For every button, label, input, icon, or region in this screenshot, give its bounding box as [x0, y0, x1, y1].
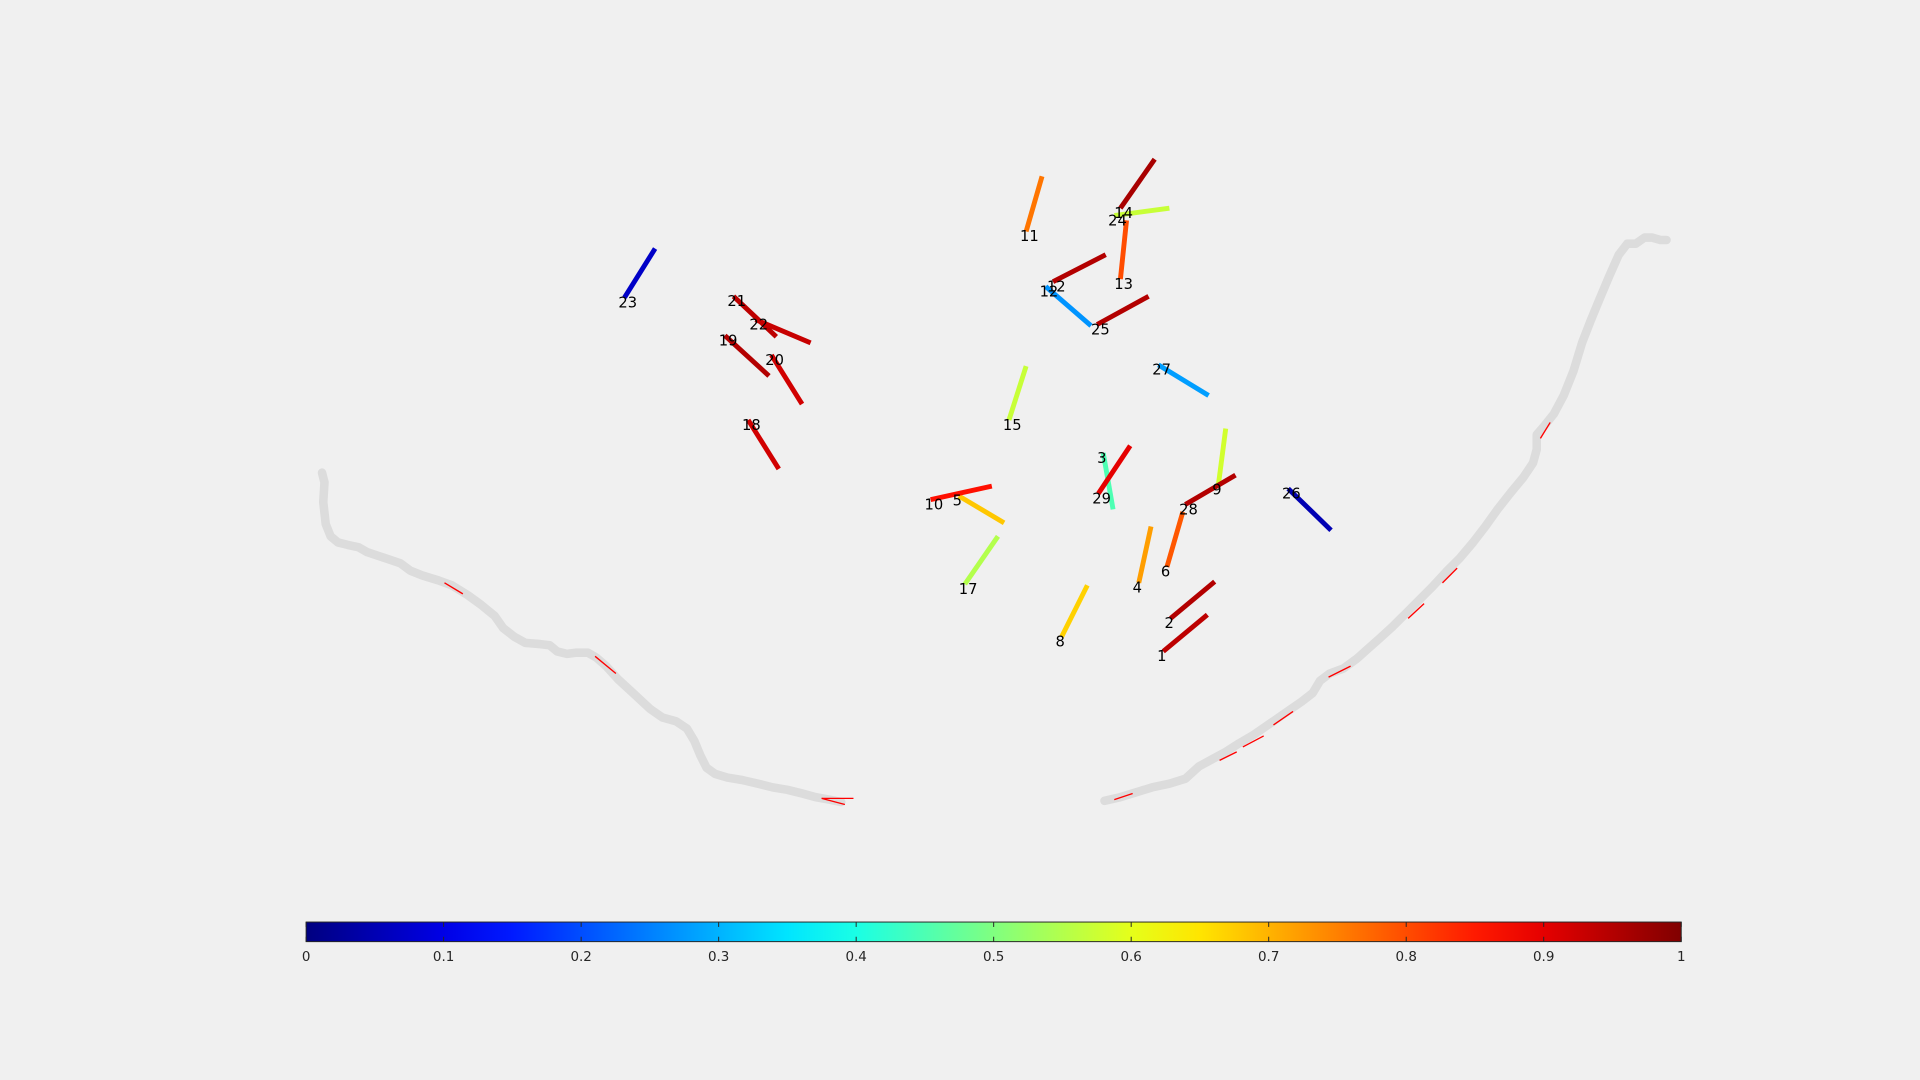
segment-label-17: 17	[959, 581, 978, 598]
colorbar-tick-label-5: 0.5	[983, 950, 1004, 965]
segment-label-10: 10	[924, 496, 943, 513]
boundary-curve-2	[1100, 233, 1671, 806]
segment-2	[1169, 579, 1217, 621]
boundary-tick-1	[444, 582, 464, 595]
segment-label-19: 19	[719, 332, 738, 349]
colorbar-tick-label-2: 0.2	[570, 950, 591, 965]
segment-label-8: 8	[1056, 634, 1065, 651]
segment-12	[1051, 252, 1107, 284]
segment-label-25: 25	[1091, 321, 1110, 338]
segment-label-24: 24	[1108, 212, 1127, 229]
boundary-tick-layer	[444, 422, 1551, 806]
segment-26	[1286, 486, 1333, 532]
colorbar-tick-label-3: 0.3	[708, 950, 729, 965]
segment-label-28: 28	[1179, 501, 1198, 518]
colorbar-tick-label-9: 0.9	[1533, 950, 1554, 965]
colorbar-tick-label-0: 0	[302, 950, 311, 965]
segment-20	[769, 353, 805, 406]
segment-layer	[622, 157, 1333, 654]
segment-1	[1161, 612, 1209, 654]
segment-label-29: 29	[1092, 490, 1111, 507]
colorbar: 0 0.1 0.2 0.3 0.4 0.5 0.6 0.7 0.8 0.9 1	[302, 921, 1686, 965]
boundary-tick-6	[1219, 751, 1238, 762]
segment-5	[957, 493, 1006, 525]
colorbar-tick-label-8: 0.8	[1396, 950, 1417, 965]
segment-label-11: 11	[1020, 228, 1039, 245]
segment-29	[1096, 444, 1133, 495]
colorbar-tick-label-7: 0.7	[1258, 950, 1279, 965]
boundary-tick-8	[1273, 710, 1294, 726]
segment-28	[1184, 472, 1237, 507]
segment-label-15: 15	[1003, 417, 1022, 434]
colorbar-tick-label-1: 0.1	[433, 950, 454, 965]
segment-6	[1164, 511, 1186, 568]
boundary-tick-9	[1328, 665, 1351, 678]
segment-14	[1118, 157, 1157, 210]
segment-label-5: 5	[953, 493, 962, 510]
colorbar-ticks: 0 0.1 0.2 0.3 0.4 0.5 0.6 0.7 0.8 0.9 1	[302, 922, 1686, 965]
segment-22	[754, 317, 812, 346]
boundary-tick-10	[1407, 603, 1425, 619]
boundary-tick-11	[1441, 567, 1458, 584]
segment-12	[1044, 284, 1093, 328]
segment-label-12: 12	[1047, 278, 1066, 295]
segment-label-1: 1	[1157, 648, 1166, 665]
boundary-tick-4	[821, 797, 846, 806]
segment-10	[930, 483, 993, 502]
segment-9	[1215, 428, 1229, 486]
segment-8	[1059, 584, 1090, 638]
colorbar-tick-label-4: 0.4	[845, 950, 866, 965]
segment-label-12: 12	[1040, 283, 1059, 300]
segment-13	[1117, 220, 1129, 280]
segment-label-3: 3	[1097, 450, 1106, 467]
segment-label-21: 21	[727, 293, 746, 310]
segment-label-26: 26	[1282, 485, 1301, 502]
segment-27	[1157, 362, 1210, 398]
segment-label-2: 2	[1164, 615, 1173, 632]
segment-23	[622, 247, 658, 299]
segment-label-18: 18	[742, 417, 761, 434]
boundary-tick-7	[1242, 735, 1264, 748]
segment-label-9: 9	[1212, 482, 1221, 499]
segment-label-20: 20	[765, 352, 784, 369]
segment-24	[1113, 205, 1170, 218]
segment-label-14: 14	[1114, 205, 1133, 222]
segment-label-6: 6	[1161, 564, 1170, 581]
segment-label-27: 27	[1152, 362, 1171, 379]
colorbar-tick-label-10: 1	[1677, 950, 1686, 965]
segment-19	[723, 333, 771, 378]
boundary-tick-12	[1539, 422, 1551, 439]
segment-label-4: 4	[1133, 580, 1142, 597]
segment-label-13: 13	[1114, 276, 1133, 293]
boundary-tick-5	[1114, 792, 1133, 801]
segment-label-22: 22	[749, 316, 768, 333]
segment-18	[746, 418, 781, 471]
boundary-layer	[317, 233, 1671, 807]
segment-label-23: 23	[618, 294, 637, 311]
boundary-curve-1	[317, 468, 846, 807]
segment-11	[1023, 175, 1045, 233]
boundary-tick-2	[594, 655, 617, 674]
segment-4	[1136, 526, 1154, 584]
segment-15	[1006, 365, 1029, 421]
segment-25	[1095, 294, 1150, 327]
segment-17	[962, 534, 1000, 586]
segment-21	[731, 294, 779, 339]
colorbar-tick-label-6: 0.6	[1120, 950, 1141, 965]
